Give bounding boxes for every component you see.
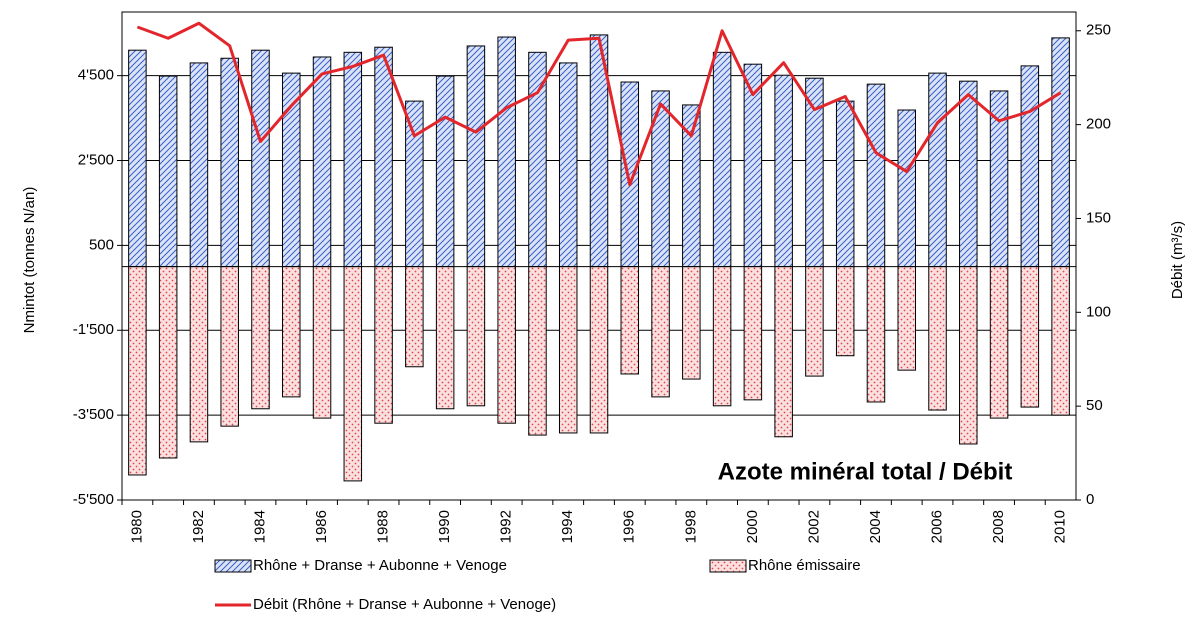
bar [682, 266, 701, 380]
x-tick-label: 2002 [805, 510, 822, 543]
bar [558, 62, 578, 268]
x-tick-label: 1990 [436, 510, 453, 543]
bar [897, 109, 916, 268]
x-tick-label: 1998 [682, 510, 699, 543]
bar [251, 266, 270, 410]
x-tick-label: 1982 [190, 510, 207, 543]
x-tick-label: 1992 [498, 510, 515, 543]
bar [220, 266, 239, 427]
y2-axis-label: Débit (m³/s) [1169, 221, 1186, 299]
bar [589, 266, 609, 434]
bar [189, 62, 209, 268]
bar [866, 83, 886, 268]
legend-label: Rhône + Dranse + Aubonne + Venoge [253, 557, 507, 574]
legend-swatch [709, 559, 747, 573]
legend-label: Rhône émissaire [748, 557, 861, 574]
bar [282, 72, 301, 268]
legend-swatch [214, 559, 252, 573]
bar [251, 49, 270, 268]
bar [774, 266, 793, 438]
bar [1020, 65, 1040, 268]
y-axis-label: Nmintot (tonnes N/an) [21, 187, 38, 334]
y-tick-label: -1'500 [73, 321, 114, 338]
bar [374, 266, 393, 424]
chart-title: Azote minéral total / Débit [718, 458, 1013, 485]
bar [1020, 266, 1040, 408]
bar [405, 100, 424, 268]
y-tick-label: 2'500 [78, 151, 114, 168]
x-tick-label: 1986 [313, 510, 330, 543]
bar [220, 57, 239, 268]
bar [651, 266, 670, 398]
bar [128, 266, 147, 476]
bar [928, 266, 947, 411]
x-tick-label: 1984 [251, 510, 268, 543]
bar [312, 56, 332, 268]
bar [343, 266, 363, 482]
bar [558, 266, 578, 434]
y-tick-label: -3'500 [73, 406, 114, 423]
bar [959, 266, 978, 445]
bar [466, 45, 486, 268]
bar [312, 266, 332, 419]
x-tick-label: 1988 [375, 510, 392, 543]
bar [128, 49, 147, 268]
bar [989, 266, 1009, 419]
bar [866, 266, 886, 403]
bar [805, 266, 824, 377]
bar [743, 266, 763, 401]
x-tick-label: 1994 [559, 510, 576, 543]
x-tick-label: 1980 [128, 510, 145, 543]
y2-tick-label: 0 [1086, 491, 1094, 508]
bar [374, 46, 393, 268]
bar [435, 75, 455, 268]
bar [835, 100, 855, 268]
y2-tick-label: 150 [1086, 209, 1111, 226]
bar [712, 266, 732, 407]
x-tick-label: 2008 [990, 510, 1007, 543]
bar [343, 51, 363, 268]
bar [497, 266, 516, 424]
bar [189, 266, 209, 443]
bar [620, 81, 640, 268]
bar [497, 36, 516, 268]
y2-tick-label: 50 [1086, 397, 1103, 414]
x-tick-label: 1996 [621, 510, 638, 543]
bar [712, 51, 732, 268]
y-tick-label: 4'500 [78, 67, 114, 84]
bar [1051, 37, 1070, 268]
legend-label: Débit (Rhône + Dranse + Aubonne + Venoge… [253, 596, 556, 613]
y-tick-label: 500 [89, 236, 114, 253]
y2-tick-label: 100 [1086, 303, 1111, 320]
bar [405, 266, 424, 368]
bar [466, 266, 486, 407]
bar [158, 266, 178, 459]
y-tick-label: -5'500 [73, 491, 114, 508]
bar [897, 266, 916, 371]
bar [620, 266, 640, 375]
bar [435, 266, 455, 410]
x-tick-label: 2006 [928, 510, 945, 543]
x-tick-label: 2004 [867, 510, 884, 543]
bar [528, 266, 547, 436]
bar [158, 75, 178, 268]
bar [282, 266, 301, 398]
bar [835, 266, 855, 357]
bar [774, 74, 793, 268]
y2-tick-label: 200 [1086, 116, 1111, 133]
bar [928, 72, 947, 268]
x-tick-label: 2000 [744, 510, 761, 543]
x-tick-label: 2010 [1052, 510, 1069, 543]
y2-tick-label: 250 [1086, 22, 1111, 39]
bar [959, 80, 978, 268]
line [136, 21, 1062, 187]
bar [1051, 266, 1070, 416]
